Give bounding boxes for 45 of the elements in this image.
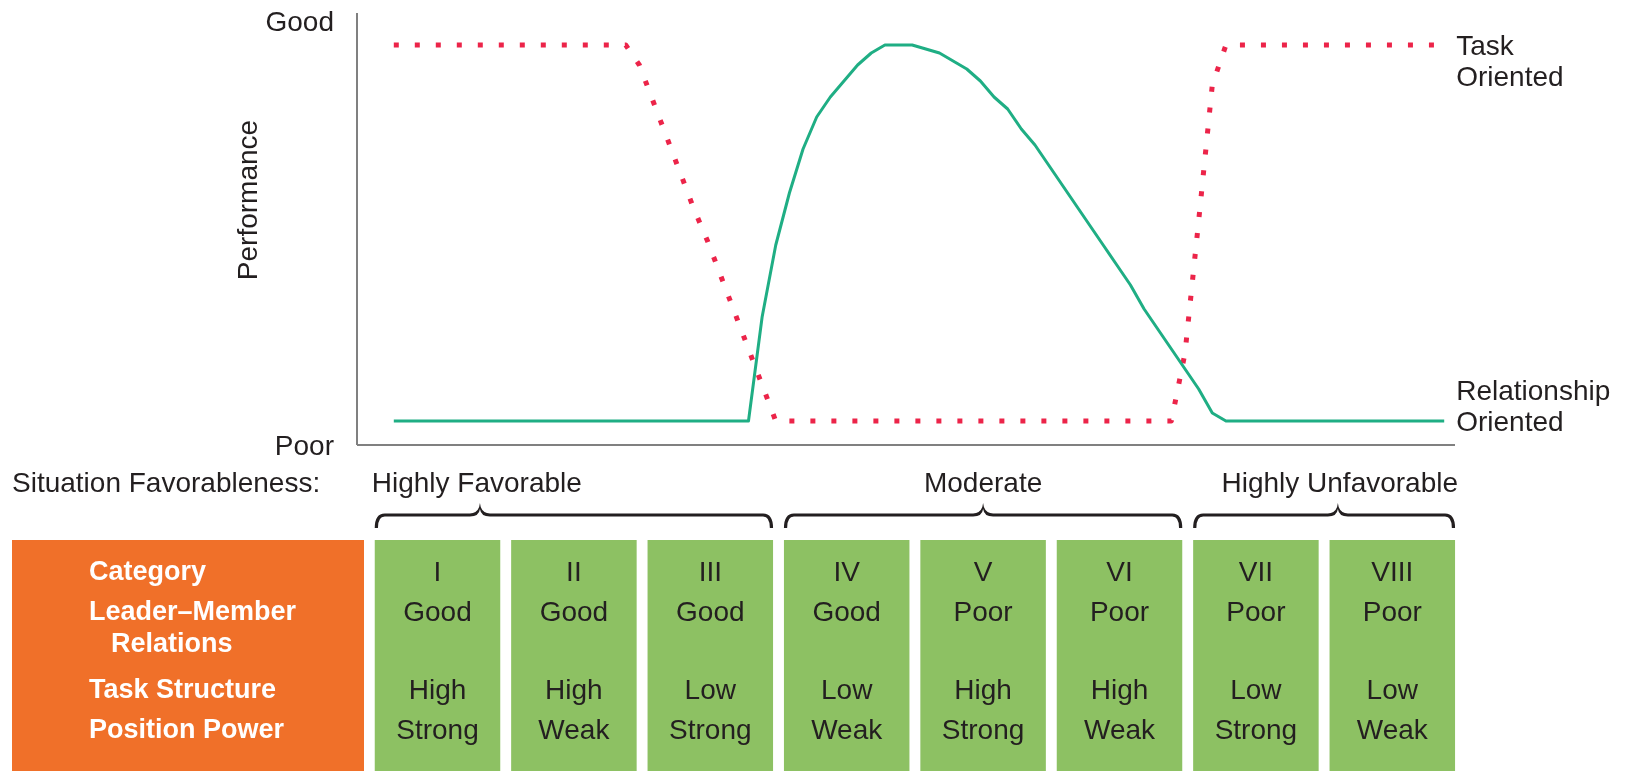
category-label: Leader–Member Relations bbox=[89, 596, 297, 659]
text: Poor bbox=[1362, 595, 1422, 627]
text: Strong bbox=[396, 713, 479, 745]
text: Good bbox=[676, 595, 745, 627]
text: IV bbox=[833, 555, 860, 587]
text: High bbox=[954, 673, 1012, 705]
y-axis-title: Performance bbox=[231, 119, 263, 281]
text: High bbox=[545, 673, 603, 705]
text: Highly Unfavorable bbox=[1221, 466, 1459, 498]
text: I bbox=[433, 555, 442, 587]
text: Poor bbox=[1226, 595, 1286, 627]
text: Weak bbox=[1356, 713, 1428, 745]
text: Poor bbox=[953, 595, 1013, 627]
text: III bbox=[698, 555, 722, 587]
text: Strong bbox=[1214, 713, 1298, 745]
text: Low bbox=[1230, 673, 1282, 705]
text: Good bbox=[265, 5, 334, 37]
text: VI bbox=[1106, 555, 1133, 587]
text: VIII bbox=[1371, 555, 1414, 587]
text: Strong bbox=[669, 713, 752, 745]
text: Weak bbox=[811, 713, 883, 745]
text: V bbox=[973, 555, 993, 587]
text: Low bbox=[1366, 673, 1418, 705]
category-label: Category bbox=[89, 556, 207, 587]
series-label: Relationship Oriented bbox=[1456, 374, 1611, 437]
text: Strong bbox=[941, 713, 1025, 745]
text: Poor bbox=[274, 429, 334, 461]
text: II bbox=[566, 555, 582, 587]
text: Moderate bbox=[923, 466, 1043, 498]
text: Weak bbox=[538, 713, 610, 745]
category-label: Task Structure bbox=[89, 674, 277, 705]
text: Good bbox=[403, 595, 472, 627]
text: Highly Favorable bbox=[371, 466, 582, 498]
text: High bbox=[1090, 673, 1149, 705]
text: Low bbox=[821, 673, 873, 705]
text: Situation Favorableness: bbox=[12, 466, 321, 498]
category-label: Position Power bbox=[89, 714, 285, 745]
text: Good bbox=[539, 595, 609, 627]
text: Weak bbox=[1083, 713, 1156, 745]
text: VII bbox=[1238, 555, 1274, 587]
text: Poor bbox=[1089, 595, 1150, 627]
text: Low bbox=[684, 673, 736, 705]
text: Good bbox=[812, 595, 881, 627]
series-label: Task Oriented bbox=[1456, 29, 1564, 92]
text: High bbox=[408, 673, 467, 705]
